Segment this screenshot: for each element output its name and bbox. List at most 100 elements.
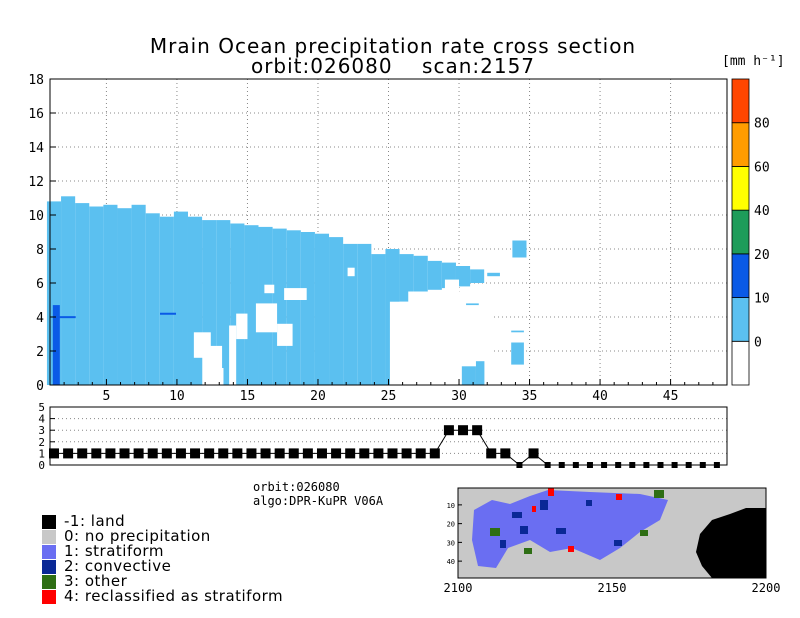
rain-column [61,196,76,385]
colorbar-band [731,78,750,124]
y-tick-label: 14 [28,141,44,156]
x-tick-label: 15 [240,389,256,404]
no-rain-gap [264,284,275,294]
rain-column [470,269,485,283]
no-rain-gap [229,325,237,385]
type-marker [486,448,497,459]
rain-column [357,243,372,385]
type-marker [500,448,511,459]
rain-column [244,225,259,385]
no-rain-gap [284,288,307,300]
type-marker [373,448,384,459]
y-tick-label: 0 [36,379,44,394]
type-marker [345,448,356,459]
rain-column [145,213,160,385]
colorbar-label: 10 [754,292,770,307]
x-tick-label: 25 [381,389,397,404]
convective-patch [520,526,528,534]
rain-cell [461,366,476,385]
no-rain-gap [277,323,293,346]
no-rain-gap [236,313,248,340]
map-x-tick-label: 2150 [598,581,627,595]
type-marker [629,462,636,468]
rain-column [314,233,330,385]
y-tick-label: 3 [38,424,45,437]
type-marker [204,448,215,459]
convective-patch [540,500,548,510]
rain-column [329,237,344,385]
type-marker [572,462,579,468]
legend-swatch [42,575,56,589]
legend-label: 1: stratiform [64,542,164,560]
colorbar-band [731,253,750,298]
legend-label: 3: other [64,572,128,590]
legend-swatch [42,530,56,544]
type-marker [558,462,565,468]
y-tick-label: 0 [38,459,45,472]
swath-map: 2100 2150 2200 10 20 30 40 [444,487,780,595]
map-y-tick-label: 40 [447,558,455,566]
rain-cell [466,303,479,306]
type-marker [601,462,608,468]
convective-patch [512,512,522,518]
rain-column [103,204,118,385]
type-marker [175,448,186,459]
orbit-info: orbit:026080 [253,480,340,494]
y-tick-label: 4 [38,413,45,426]
y-tick-label: 2 [38,436,45,449]
colorbar-unit: [mm h⁻¹] [722,54,785,69]
type-marker [119,448,130,459]
type-marker [643,462,650,468]
type-marker [218,448,229,459]
y-tick-label: 6 [36,277,44,292]
x-tick-label: 40 [592,389,608,404]
no-rain-gap [444,279,460,295]
colorbar-label: 20 [754,248,770,263]
x-tick-label: 5 [103,389,111,404]
map-y-tick-label: 10 [447,502,455,510]
other-patch [640,530,648,536]
colorbar-band [731,122,750,167]
type-marker [516,462,523,468]
no-rain-gap [255,303,278,333]
convective-patch [614,540,622,546]
type-marker [671,462,678,468]
type-line [54,429,717,466]
rain-cell [475,361,485,385]
algo-info: algo:DPR-KuPR V06A [253,494,384,508]
reclassified-patch [532,506,536,512]
type-marker [77,448,88,459]
x-tick-label: 20 [310,389,326,404]
type-marker [91,448,102,459]
rain-cell [511,330,524,333]
colorbar-band [731,209,750,255]
type-marker [586,462,593,468]
legend-label: 4: reclassified as stratiform [64,587,284,605]
type-marker [657,462,664,468]
type-marker [713,462,720,468]
rain-column [117,208,132,385]
rain-column [413,255,428,292]
legend-label: -1: land [64,512,126,530]
type-marker [615,462,622,468]
type-marker [49,448,59,459]
y-tick-label: 2 [36,345,44,360]
reclassified-patch [568,546,574,552]
legend-label: 2: convective [64,557,172,575]
y-tick-label: 1 [38,447,45,460]
rain-column [159,216,174,385]
type-marker [429,448,440,459]
rain-column [131,204,146,385]
type-marker [274,448,285,459]
colorbar: 0 10 20 40 60 80 [731,78,770,386]
chart-subtitle: orbit:026080 scan:2157 [250,54,536,78]
type-marker [133,448,144,459]
type-marker [316,448,327,459]
other-patch [654,490,664,498]
type-marker [260,448,271,459]
x-tick-label: 30 [451,389,467,404]
type-marker [401,448,412,459]
